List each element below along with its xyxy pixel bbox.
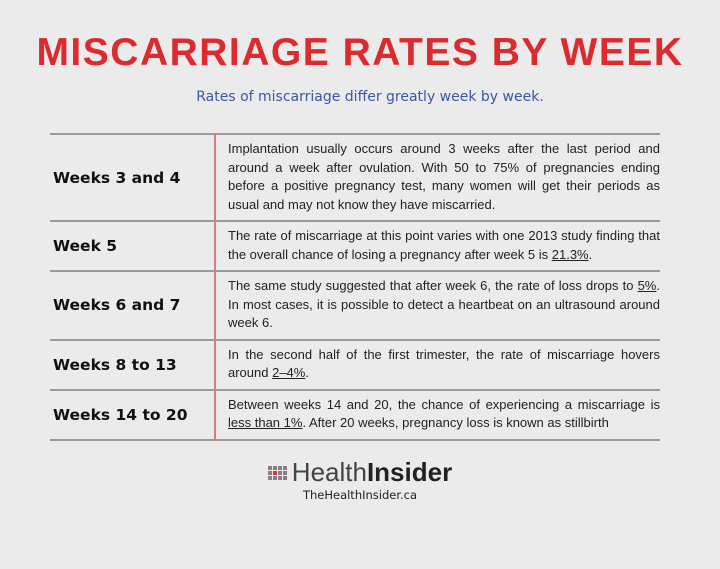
table-row: Weeks 8 to 13 In the second half of the f…	[50, 340, 660, 391]
logo: Health Insider TheHealthInsider.ca	[0, 455, 720, 511]
week-description: Implantation usually occurs around 3 wee…	[216, 135, 660, 220]
subtitle: Rates of miscarriage differ greatly week…	[196, 89, 544, 105]
website-url: TheHealthInsider.ca	[302, 487, 418, 502]
week-description: In the second half of the first trimeste…	[216, 341, 660, 389]
description-text: . In most cases, it is possible to detec…	[228, 278, 660, 330]
table-row: Weeks 6 and 7 The same study suggested th…	[50, 272, 660, 341]
grid-logo-icon	[267, 465, 287, 480]
week-label: Weeks 3 and 4	[50, 135, 216, 220]
week-description: Between weeks 14 and 20, the chance of e…	[216, 391, 660, 439]
description-text: .	[305, 365, 309, 380]
description-text: .	[588, 246, 593, 262]
week-description: The rate of miscarriage at this point va…	[216, 222, 660, 270]
table-row: Weeks 3 and 4 Implantation usually occurs…	[50, 135, 660, 222]
week-label: Weeks 8 to 13	[50, 340, 216, 389]
description-text: Implantation usually occurs around 3 wee…	[228, 141, 660, 212]
description-text: Between weeks 14 and 20, the chance of e…	[228, 396, 660, 412]
rates-table: Weeks 3 and 4 Implantation usually occurs…	[50, 133, 660, 441]
page-title: MISCARRIAGE RATES BY WEEK	[36, 31, 684, 74]
week-label: Weeks 6 and 7	[50, 272, 216, 339]
logo-health: Health	[291, 456, 367, 487]
week-label: Weeks 14 to 20	[50, 390, 216, 439]
table-row: Weeks 14 to 20 Between weeks 14 and 20, t…	[50, 390, 660, 441]
description-text: The rate of miscarriage at this point va…	[228, 228, 660, 262]
week-label: Week 5	[50, 222, 216, 270]
logo-insider: Insider	[366, 456, 453, 487]
description-text: In the second half of the first trimeste…	[228, 346, 660, 381]
brand-logo: Health Insider	[267, 456, 453, 487]
description-text: . After 20 weeks, pregnancy loss is know…	[302, 415, 609, 430]
highlighted-rate: less than 1%	[228, 415, 303, 430]
week-description: The same study suggested that after week…	[216, 272, 660, 339]
description-text: The same study suggested that after week…	[228, 278, 638, 293]
highlighted-rate: 21.3%	[551, 246, 589, 262]
highlighted-rate: 2–4%	[272, 365, 306, 380]
table-row: Week 5 The rate of miscarriage at this po…	[50, 222, 660, 272]
highlighted-rate: 5%	[637, 278, 657, 293]
